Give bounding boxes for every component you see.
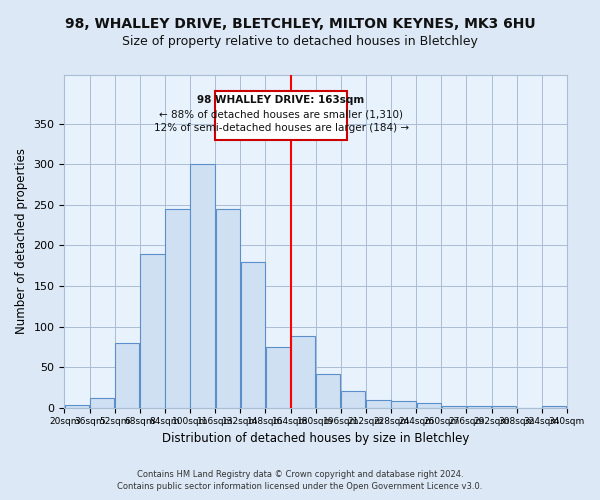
Y-axis label: Number of detached properties: Number of detached properties bbox=[15, 148, 28, 334]
Bar bbox=[165, 209, 190, 408]
Text: Size of property relative to detached houses in Bletchley: Size of property relative to detached ho… bbox=[122, 35, 478, 48]
Bar bbox=[241, 262, 265, 408]
Bar bbox=[215, 209, 240, 408]
Bar bbox=[316, 374, 340, 408]
Bar bbox=[492, 406, 516, 407]
Bar bbox=[391, 401, 416, 407]
Bar bbox=[341, 392, 365, 407]
Bar bbox=[65, 406, 89, 407]
Bar bbox=[467, 406, 491, 407]
X-axis label: Distribution of detached houses by size in Bletchley: Distribution of detached houses by size … bbox=[162, 432, 469, 445]
Bar bbox=[266, 347, 290, 408]
Bar bbox=[416, 403, 441, 407]
Text: 98 WHALLEY DRIVE: 163sqm: 98 WHALLEY DRIVE: 163sqm bbox=[197, 95, 365, 105]
Text: 12% of semi-detached houses are larger (184) →: 12% of semi-detached houses are larger (… bbox=[154, 123, 409, 133]
Bar bbox=[291, 336, 315, 407]
Bar bbox=[366, 400, 391, 407]
Text: ← 88% of detached houses are smaller (1,310): ← 88% of detached houses are smaller (1,… bbox=[159, 109, 403, 119]
Text: 98, WHALLEY DRIVE, BLETCHLEY, MILTON KEYNES, MK3 6HU: 98, WHALLEY DRIVE, BLETCHLEY, MILTON KEY… bbox=[65, 18, 535, 32]
Bar bbox=[190, 164, 215, 408]
Bar bbox=[115, 343, 139, 407]
Bar bbox=[542, 406, 566, 407]
Text: Contains HM Land Registry data © Crown copyright and database right 2024.: Contains HM Land Registry data © Crown c… bbox=[137, 470, 463, 479]
Bar bbox=[140, 254, 164, 408]
Bar bbox=[90, 398, 114, 407]
Text: Contains public sector information licensed under the Open Government Licence v3: Contains public sector information licen… bbox=[118, 482, 482, 491]
Bar bbox=[442, 406, 466, 407]
